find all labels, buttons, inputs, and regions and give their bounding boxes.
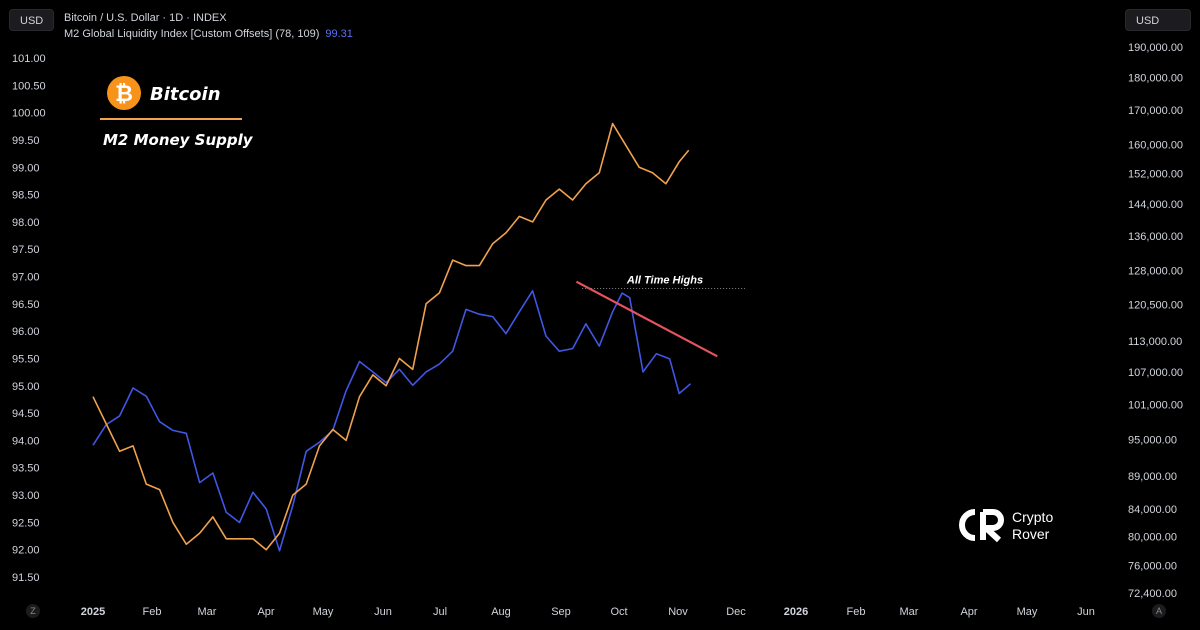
time-tick-label: Feb <box>847 606 866 618</box>
left-tick-label: 100.50 <box>12 80 46 92</box>
left-tick-label: 96.50 <box>12 299 40 311</box>
right-tick-label: 180,000.00 <box>1128 73 1183 85</box>
indicator-name: M2 Global Liquidity Index [Custom Offset… <box>64 28 320 40</box>
time-tick-label: Apr <box>960 606 977 618</box>
left-axis: 101.00 100.50 100.00 99.50 99.00 98.50 98.00 97… <box>12 53 46 584</box>
left-tick-label: 92.00 <box>12 545 40 557</box>
right-tick-label: 76,000.00 <box>1128 561 1177 573</box>
time-tick-label: Nov <box>668 606 688 618</box>
watermark-line1: Crypto <box>1012 509 1053 525</box>
time-tick-label: Jun <box>1077 606 1095 618</box>
time-tick-label: Feb <box>143 606 162 618</box>
right-tick-label: 120,500.00 <box>1128 300 1183 312</box>
left-tick-label: 95.00 <box>12 381 40 393</box>
left-tick-label: 93.50 <box>12 463 40 475</box>
watermark: Crypto Rover <box>959 509 1053 543</box>
time-tick-label: Jul <box>433 606 447 618</box>
left-tick-label: 93.00 <box>12 490 40 502</box>
left-tick-label: 94.00 <box>12 435 40 447</box>
symbol-title: Bitcoin / U.S. Dollar · 1D · INDEX <box>64 12 227 24</box>
time-tick-label: Dec <box>726 606 746 618</box>
crypto-rover-r-icon <box>980 509 1004 543</box>
time-tick-label: 2026 <box>784 606 808 618</box>
left-tick-label: 95.50 <box>12 353 40 365</box>
time-tick-label: Apr <box>257 606 274 618</box>
right-tick-label: 190,000.00 <box>1128 42 1183 54</box>
series-lines <box>92 122 692 552</box>
left-tick-label: 99.00 <box>12 162 40 174</box>
bitcoin-logo-icon <box>107 76 141 110</box>
right-tick-label: 72,400.00 <box>1128 588 1177 600</box>
right-tick-label: 101,000.00 <box>1128 400 1183 412</box>
auto-scale-button[interactable]: A <box>1152 604 1166 618</box>
bitcoin-symbol-icon: ₿ <box>115 81 133 106</box>
crypto-rover-logo-icon <box>959 509 976 541</box>
left-tick-label: 94.50 <box>12 408 40 420</box>
left-tick-label: 96.00 <box>12 326 40 338</box>
time-tick-label: Sep <box>551 606 571 618</box>
left-tick-label: 98.00 <box>12 217 40 229</box>
time-tick-label: Jun <box>374 606 392 618</box>
indicator-value: 99.31 <box>325 28 353 40</box>
ath-label: All Time Highs <box>626 274 703 286</box>
right-tick-label: 160,000.00 <box>1128 139 1183 151</box>
time-tick-label: Mar <box>198 606 217 618</box>
indicator-title: M2 Global Liquidity Index [Custom Offset… <box>64 28 353 40</box>
right-tick-label: 113,000.00 <box>1128 336 1182 348</box>
left-tick-label: 97.00 <box>12 272 40 284</box>
m2-series-line <box>92 122 690 551</box>
currency-right-badge[interactable]: USD <box>1125 9 1191 31</box>
right-tick-label: 80,000.00 <box>1128 532 1177 544</box>
right-tick-label: 95,000.00 <box>1128 434 1177 446</box>
time-tick-label: May <box>313 606 334 618</box>
right-tick-label: 144,000.00 <box>1128 199 1183 211</box>
left-tick-label: 92.50 <box>12 517 40 529</box>
time-tick-label: Oct <box>610 606 627 618</box>
legend: ₿ Bitcoin M2 Money Supply <box>100 76 254 149</box>
left-tick-label: 98.50 <box>12 190 40 202</box>
legend-bitcoin-label: Bitcoin <box>150 84 221 105</box>
right-axis: 190,000.00 180,000.00 170,000.00 160,000.00… <box>1128 42 1183 600</box>
right-tick-label: 152,000.00 <box>1128 168 1183 180</box>
time-tick-label: 2025 <box>81 606 105 618</box>
time-axis: 2025 Feb Mar Apr May Jun Jul Aug Sep Oct Nov Dec 202… <box>81 606 1095 618</box>
right-tick-label: 107,000.00 <box>1128 367 1183 379</box>
right-tick-label: 136,000.00 <box>1128 231 1183 243</box>
right-tick-label: 84,000.00 <box>1128 504 1177 516</box>
left-tick-label: 100.00 <box>12 108 46 120</box>
time-tick-label: Aug <box>491 606 511 618</box>
zoom-button[interactable]: Z <box>26 604 40 618</box>
left-tick-label: 99.50 <box>12 135 40 147</box>
time-tick-label: May <box>1017 606 1038 618</box>
resistance-trendline <box>575 280 718 358</box>
right-tick-label: 128,000.00 <box>1128 266 1183 278</box>
left-tick-label: 101.00 <box>12 53 46 65</box>
watermark-line2: Rover <box>1012 526 1050 542</box>
left-tick-label: 91.50 <box>12 572 40 584</box>
time-tick-label: Mar <box>900 606 919 618</box>
annotations: All Time Highs <box>575 274 745 358</box>
right-tick-label: 89,000.00 <box>1128 471 1177 483</box>
bitcoin-series-line <box>92 290 692 552</box>
currency-left-badge[interactable]: USD <box>9 9 55 31</box>
legend-m2-label: M2 Money Supply <box>103 131 254 149</box>
left-tick-label: 97.50 <box>12 244 40 256</box>
right-tick-label: 170,000.00 <box>1128 105 1183 117</box>
